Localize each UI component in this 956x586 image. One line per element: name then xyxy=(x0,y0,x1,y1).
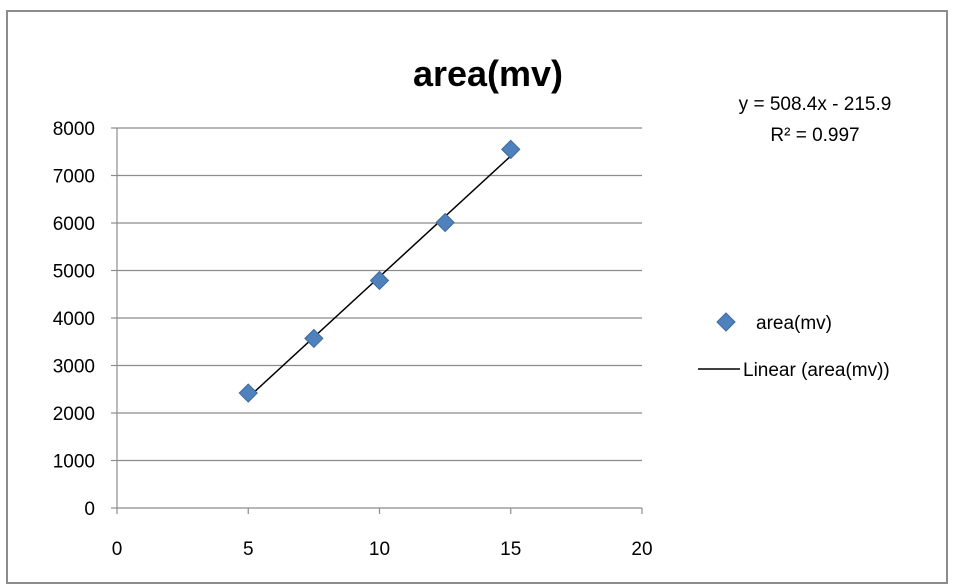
grid-lines xyxy=(117,127,642,462)
legend-label-series: area(mv) xyxy=(756,313,832,334)
x-tick-label-0: 0 xyxy=(112,539,123,560)
y-tick-label-8: 8000 xyxy=(53,119,95,140)
y-tick-label-2: 2000 xyxy=(53,404,95,425)
x-tick-label-1: 5 xyxy=(243,539,254,560)
trendline-equation: y = 508.4x - 215.9 xyxy=(739,94,892,115)
y-tick-label-5: 5000 xyxy=(53,262,95,283)
trendline-r-squared: R² = 0.997 xyxy=(770,125,859,146)
data-point-4 xyxy=(501,139,521,160)
data-point-3 xyxy=(435,212,455,233)
axes xyxy=(111,127,643,514)
x-tick-label-2: 10 xyxy=(369,539,390,560)
data-point-1 xyxy=(304,328,324,349)
y-tick-label-7: 7000 xyxy=(53,167,95,188)
y-tick-label-1: 1000 xyxy=(53,452,95,473)
legend: area(mv) Linear (area(mv)) xyxy=(698,312,890,381)
x-tick-label-4: 20 xyxy=(631,539,652,560)
data-point-0 xyxy=(238,383,258,403)
data-point-2 xyxy=(369,270,390,291)
y-tick-label-0: 0 xyxy=(84,499,95,520)
legend-marker-diamond xyxy=(716,312,736,332)
y-tick-label-3: 3000 xyxy=(53,357,95,378)
tick-labels: 0 1000 2000 3000 4000 5000 6000 7000 8000 0 5 10 15 2… xyxy=(53,119,653,560)
chart-frame xyxy=(6,10,948,584)
y-tick-label-4: 4000 xyxy=(53,309,95,330)
x-tick-label-3: 15 xyxy=(500,539,521,560)
data-points xyxy=(238,139,521,403)
legend-label-trendline: Linear (area(mv)) xyxy=(743,360,890,381)
y-tick-label-6: 6000 xyxy=(53,214,95,235)
chart-title: area(mv) xyxy=(413,53,563,94)
